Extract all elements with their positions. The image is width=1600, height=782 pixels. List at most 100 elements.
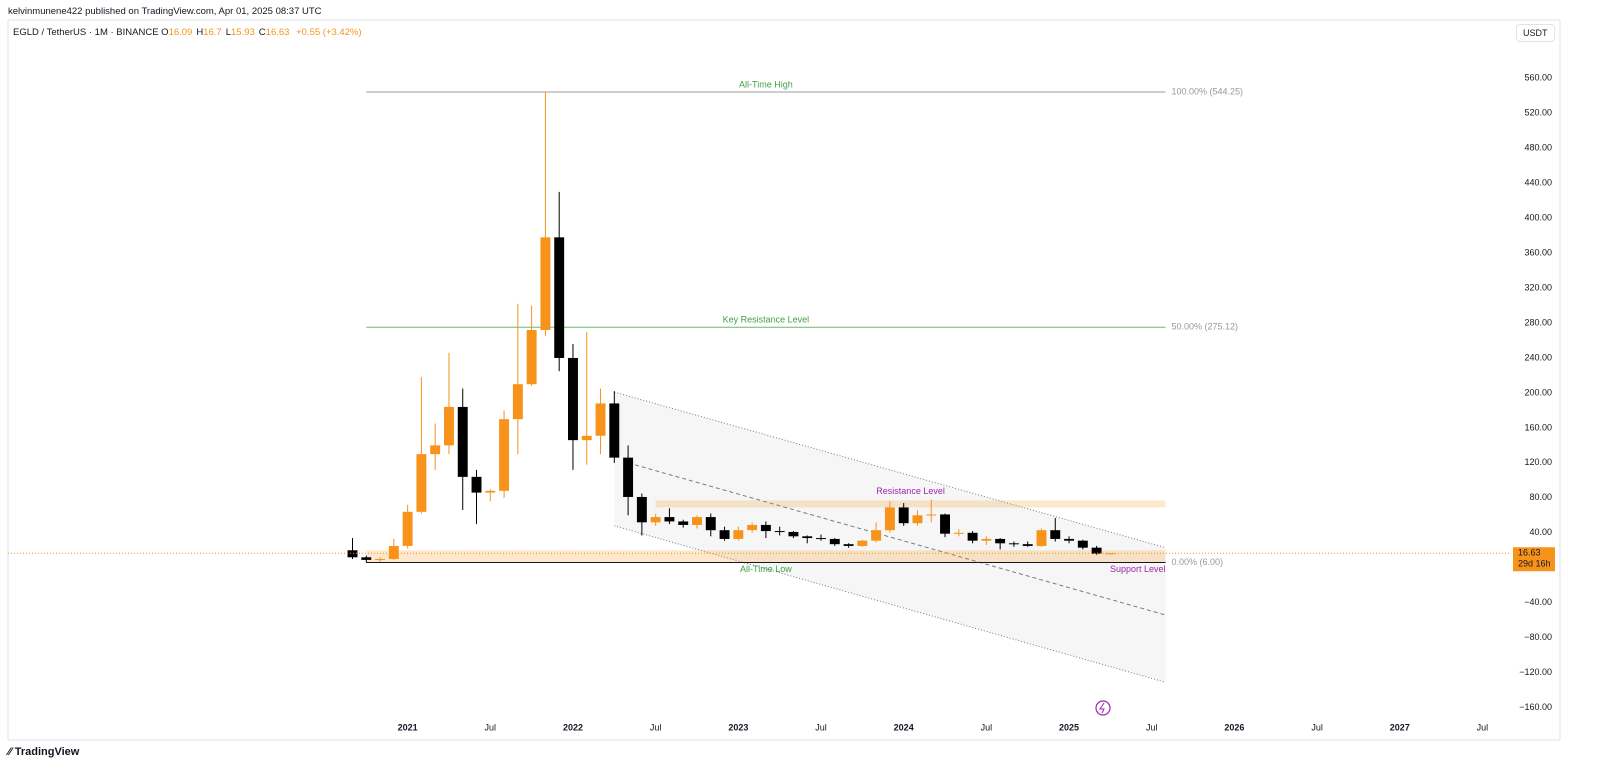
price-tag: [1513, 547, 1555, 572]
candle-body: [871, 530, 882, 541]
event-icon-bolt: [1099, 702, 1105, 714]
brand-text: TradingView: [14, 746, 80, 758]
candle-body: [375, 559, 386, 561]
candle-body: [1036, 530, 1047, 546]
candle-body: [347, 550, 358, 558]
candle-body: [650, 517, 661, 523]
y-tick-label: 240.00: [1524, 352, 1552, 362]
candle-body: [526, 329, 537, 385]
candle-body: [595, 403, 606, 436]
candle-body: [898, 507, 909, 524]
ohlc-value: 15.93: [231, 27, 255, 38]
candle-body: [554, 237, 565, 358]
ohlc-key: O: [161, 27, 169, 38]
x-tick-label: 2022: [563, 722, 583, 732]
candle-body: [829, 538, 840, 545]
y-tick-label: 480.00: [1524, 143, 1552, 153]
event-icon: [1095, 700, 1111, 716]
x-tick-label: Jul: [485, 722, 497, 732]
y-tick-label: −80.00: [1524, 632, 1552, 642]
channel-lower: [614, 525, 1166, 683]
channel-upper: [614, 391, 1166, 549]
level-text: All-Time High: [739, 79, 793, 89]
y-tick-label: 520.00: [1524, 108, 1552, 118]
x-tick-label: Jul: [981, 722, 993, 732]
zone-label: Support Level: [1110, 564, 1166, 574]
candle-body: [940, 514, 950, 534]
y-tick-label: 120.00: [1524, 457, 1552, 467]
candle-body: [568, 357, 578, 441]
candle-body: [802, 536, 813, 539]
level-label: 100.00% (544.25): [1172, 86, 1244, 96]
candle-body: [760, 524, 771, 532]
channel-area: [614, 392, 1166, 683]
candle-body: [912, 515, 923, 524]
x-tick-label: Jul: [1311, 722, 1323, 732]
candle-body: [678, 521, 689, 525]
channel-mid: [628, 462, 1166, 616]
candle-body: [1064, 538, 1075, 541]
candle-body: [1008, 543, 1019, 545]
candle-body: [1022, 544, 1033, 546]
symbol: EGLD / TetherUS · 1M · BINANCE: [13, 27, 159, 38]
candle-body: [995, 538, 1006, 544]
zone-label: Resistance Level: [876, 486, 945, 496]
candle-body: [926, 514, 937, 516]
y-tick-label: −160.00: [1519, 702, 1552, 712]
y-tick-label: 440.00: [1524, 178, 1552, 188]
x-tick-label: 2023: [728, 722, 748, 732]
ohlc-value: 16.09: [168, 27, 193, 38]
candle-body: [857, 540, 868, 546]
candle-body: [816, 538, 826, 540]
candle-body: [1091, 547, 1102, 554]
candle-body: [388, 545, 399, 560]
candle-body: [499, 419, 510, 491]
candle-body: [609, 403, 620, 458]
x-tick-label: 2026: [1224, 722, 1244, 732]
candle-body: [623, 457, 634, 497]
zone: [366, 550, 1166, 563]
candle-body: [361, 557, 372, 560]
price-tag-value: 16.63: [1518, 548, 1541, 558]
ohlc-key: C: [258, 27, 266, 38]
x-tick-label: Jul: [1146, 722, 1158, 732]
candle-body: [581, 435, 592, 441]
candle-body: [774, 531, 785, 533]
candle-body: [747, 524, 758, 531]
x-tick-label: 2025: [1059, 722, 1079, 732]
x-tick-label: Jul: [815, 722, 827, 732]
candle-body: [664, 517, 675, 522]
x-tick-label: Jul: [650, 722, 662, 732]
x-tick-label: Jul: [1477, 722, 1489, 732]
y-tick-label: −120.00: [1519, 667, 1552, 677]
candle-body: [402, 511, 413, 546]
currency-button[interactable]: USDT: [1516, 24, 1555, 42]
candle-body: [636, 496, 647, 523]
candle-body: [443, 406, 454, 446]
candle-body: [953, 532, 964, 534]
candle-body: [457, 406, 468, 477]
candle-body: [843, 544, 854, 546]
candle-body: [733, 530, 744, 539]
y-tick-label: 40.00: [1529, 527, 1552, 537]
y-tick-label: 360.00: [1524, 247, 1552, 257]
candle-body: [1105, 553, 1116, 555]
candle-body: [416, 454, 427, 512]
ohlc-value: 16.7: [203, 27, 222, 38]
y-tick-label: −40.00: [1524, 597, 1552, 607]
candle-body: [471, 476, 482, 493]
candle-body: [788, 531, 799, 537]
level-text: Key Resistance Level: [723, 315, 810, 325]
symbol-legend: EGLD / TetherUS · 1M · BINANCE O16.09 H16…: [13, 27, 362, 38]
candle-body: [981, 538, 992, 541]
y-tick-label: 280.00: [1524, 317, 1552, 327]
zone: [655, 500, 1166, 508]
candle-body: [430, 445, 441, 455]
candle-body: [705, 517, 716, 531]
candle-body: [512, 384, 523, 420]
price-tag-countdown: 29d 16h: [1518, 559, 1551, 569]
candle-body: [967, 532, 978, 541]
candle-body: [540, 237, 551, 330]
